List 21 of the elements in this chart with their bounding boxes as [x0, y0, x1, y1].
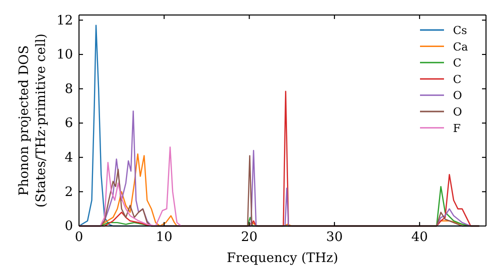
y-axis-title: Phonon projected DOS (States/THz·primitive cell): [17, 33, 49, 208]
legend-label: C: [453, 56, 462, 70]
x-tick-label: 30: [326, 230, 343, 246]
x-tick-label: 40: [411, 230, 428, 246]
x-tick-label: 20: [241, 230, 258, 246]
legend-label: F: [453, 122, 461, 135]
y-tick-label: 12: [56, 13, 73, 28]
x-tick-label: 0: [74, 230, 84, 246]
y-tick-label: 8: [64, 82, 73, 97]
y-tick-label: 10: [56, 48, 73, 63]
legend-label: O: [453, 89, 462, 102]
legend-label: Cs: [453, 24, 468, 37]
legend-label: Ca: [453, 40, 468, 54]
x-axis-title: Frequency (THz): [226, 251, 338, 266]
x-tick-label: 10: [156, 230, 172, 246]
y-tick-label: 0: [64, 219, 73, 234]
y-tick-label: 6: [64, 116, 73, 132]
legend-label: C: [453, 72, 462, 86]
y-tick-label: 4: [64, 150, 73, 166]
y-tick-label: 2: [64, 184, 73, 200]
legend-label: O: [453, 106, 462, 118]
